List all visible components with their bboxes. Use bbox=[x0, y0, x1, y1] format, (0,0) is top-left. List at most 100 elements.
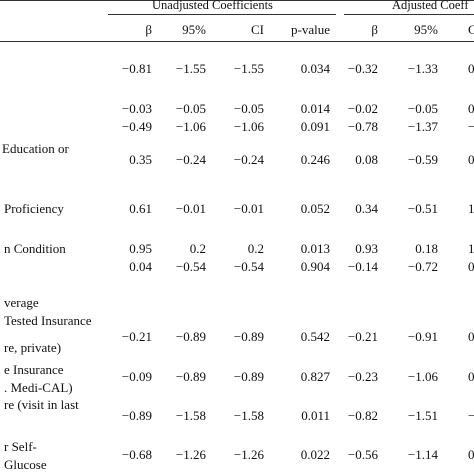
cell-p-value: 0.542 bbox=[300, 329, 330, 344]
cell-beta: 0.04 bbox=[129, 259, 152, 274]
cell-beta: −0.21 bbox=[121, 329, 152, 344]
cell-beta: 0.35 bbox=[129, 152, 152, 167]
cell-ci: −0.54 bbox=[233, 259, 264, 274]
cell-adj-ci-lower: −1.06 bbox=[407, 369, 438, 384]
cell-beta: 0.61 bbox=[129, 201, 152, 216]
cell-beta: −0.68 bbox=[121, 447, 152, 462]
header-bottom-rule bbox=[0, 41, 474, 42]
cell-p-value: 0.014 bbox=[300, 101, 330, 116]
cell-adj-ci: 1 bbox=[468, 201, 474, 216]
cell-ci-lower: 0.2 bbox=[189, 241, 206, 256]
cell-ci: −0.89 bbox=[233, 329, 264, 344]
adjusted-group-rule bbox=[344, 14, 474, 15]
cell-p-value: 0.246 bbox=[300, 152, 330, 167]
cell-adj-beta: −0.21 bbox=[347, 329, 378, 344]
cell-adj-beta: −0.02 bbox=[347, 101, 378, 116]
adjusted-coefficients-header: Adjusted Coeff bbox=[392, 0, 469, 12]
cell-adj-ci-lower: −0.51 bbox=[407, 201, 438, 216]
cell-p-value: 0.013 bbox=[300, 241, 330, 256]
col-header-beta: β bbox=[145, 22, 152, 37]
cell-ci: 0.2 bbox=[247, 241, 264, 256]
cell-adj-ci-lower: −0.05 bbox=[407, 101, 438, 116]
cell-ci: −0.89 bbox=[233, 369, 264, 384]
cell-p-value: 0.022 bbox=[300, 447, 330, 462]
cell-beta: −0.49 bbox=[121, 119, 152, 134]
cell-ci-lower: −1.06 bbox=[175, 119, 206, 134]
cell-beta: −0.89 bbox=[121, 408, 152, 423]
cell-adj-ci: 0 bbox=[468, 369, 474, 384]
unadjusted-coefficients-header: Unadjusted Coefficients bbox=[152, 0, 273, 12]
cell-adj-beta: 0.08 bbox=[355, 152, 378, 167]
row-label: verage bbox=[4, 295, 39, 310]
cell-adj-ci-lower: −1.14 bbox=[407, 447, 438, 462]
cell-ci-lower: −1.26 bbox=[175, 447, 206, 462]
cell-adj-ci-lower: 0.18 bbox=[415, 241, 438, 256]
row-label: re, private) bbox=[4, 340, 62, 355]
cell-adj-ci: 0 bbox=[468, 447, 474, 462]
cell-ci-lower: −0.01 bbox=[175, 201, 206, 216]
cell-adj-ci-lower: −0.59 bbox=[407, 152, 438, 167]
cell-ci: −1.58 bbox=[233, 408, 264, 423]
cell-adj-ci: 0 bbox=[468, 329, 474, 344]
cell-adj-beta: 0.93 bbox=[355, 241, 378, 256]
row-label: re (visit in last bbox=[4, 397, 79, 412]
col-header-ci: CI bbox=[251, 22, 264, 37]
cell-beta: −0.81 bbox=[121, 61, 152, 76]
row-label: r Self- bbox=[4, 439, 37, 454]
col-header-95: 95% bbox=[182, 22, 206, 37]
col-header-adj-beta: β bbox=[371, 22, 378, 37]
cell-p-value: 0.011 bbox=[301, 408, 330, 423]
cell-beta: −0.03 bbox=[121, 101, 152, 116]
row-label: Proficiency bbox=[4, 201, 64, 216]
cell-adj-ci: −0 bbox=[468, 408, 474, 423]
row-label: n Condition bbox=[4, 241, 66, 256]
cell-adj-ci: −0 bbox=[468, 119, 474, 134]
cell-beta: 0.95 bbox=[129, 241, 152, 256]
cell-adj-beta: −0.32 bbox=[347, 61, 378, 76]
cell-adj-ci-lower: −1.37 bbox=[407, 119, 438, 134]
row-label: Tested Insurance bbox=[4, 313, 92, 328]
cell-adj-ci-lower: −0.91 bbox=[407, 329, 438, 344]
cell-ci-lower: −1.58 bbox=[175, 408, 206, 423]
cell-ci: −1.55 bbox=[233, 61, 264, 76]
cell-adj-beta: 0.34 bbox=[355, 201, 378, 216]
cell-adj-ci: 0 bbox=[468, 259, 474, 274]
cell-p-value: 0.052 bbox=[300, 201, 330, 216]
top-rule bbox=[0, 0, 474, 1]
cell-adj-ci-lower: −1.33 bbox=[407, 61, 438, 76]
col-header-adj-95: 95% bbox=[414, 22, 438, 37]
cell-ci: −1.26 bbox=[233, 447, 264, 462]
cell-adj-ci: 0 bbox=[468, 101, 474, 116]
cell-adj-beta: −0.78 bbox=[347, 119, 378, 134]
cell-p-value: 0.904 bbox=[300, 259, 330, 274]
cell-ci-lower: −0.54 bbox=[175, 259, 206, 274]
cell-adj-beta: −0.82 bbox=[347, 408, 378, 423]
row-label: Glucose bbox=[4, 457, 47, 472]
cell-ci-lower: −0.24 bbox=[175, 152, 206, 167]
cell-adj-ci: 0 bbox=[468, 61, 474, 76]
row-label: e Insurance bbox=[4, 362, 64, 377]
cell-adj-beta: −0.14 bbox=[347, 259, 378, 274]
cell-p-value: 0.827 bbox=[300, 369, 330, 384]
cell-adj-ci: 1 bbox=[468, 241, 474, 256]
cell-ci-lower: −0.05 bbox=[175, 101, 206, 116]
cell-ci: −0.05 bbox=[233, 101, 264, 116]
col-header-adj-ci: C bbox=[468, 22, 474, 37]
cell-adj-beta: −0.56 bbox=[347, 447, 378, 462]
cell-p-value: 0.091 bbox=[300, 119, 330, 134]
row-label: Education or bbox=[2, 141, 69, 156]
cell-ci-lower: −1.55 bbox=[175, 61, 206, 76]
cell-ci: −0.24 bbox=[233, 152, 264, 167]
cell-ci-lower: −0.89 bbox=[175, 369, 206, 384]
col-header-p-value: p-value bbox=[291, 22, 330, 37]
cell-ci: −0.01 bbox=[233, 201, 264, 216]
unadjusted-group-rule bbox=[108, 14, 336, 15]
cell-ci-lower: −0.89 bbox=[175, 329, 206, 344]
cell-adj-ci-lower: −1.51 bbox=[407, 408, 438, 423]
cell-p-value: 0.034 bbox=[300, 61, 330, 76]
cell-adj-ci-lower: −0.72 bbox=[407, 259, 438, 274]
cell-ci: −1.06 bbox=[233, 119, 264, 134]
cell-beta: −0.09 bbox=[121, 369, 152, 384]
cell-adj-beta: −0.23 bbox=[347, 369, 378, 384]
cell-adj-ci: 0 bbox=[468, 152, 474, 167]
